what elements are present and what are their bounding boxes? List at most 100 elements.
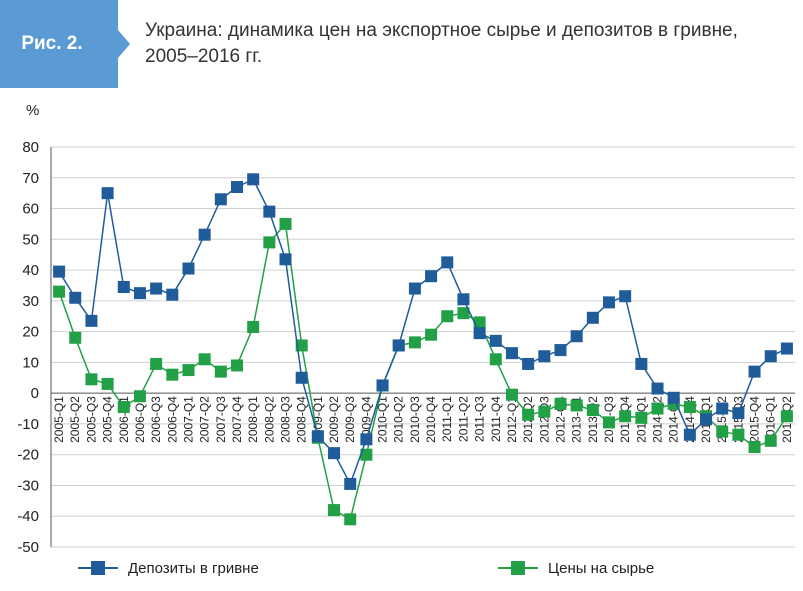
point-commodities [538,405,551,418]
point-deposits [247,173,260,186]
point-commodities [182,364,195,377]
point-commodities [263,236,276,249]
point-commodities [150,357,163,370]
x-tick-label: 2009-Q2 [327,396,341,443]
y-tick-label: 0 [31,385,39,402]
x-tick-label: 2006-Q2 [133,396,147,443]
point-deposits [263,205,276,218]
legend-item-deposits: Депозиты в гривне [78,555,259,581]
point-deposits [473,327,486,340]
point-deposits [538,350,551,363]
point-commodities [522,408,535,421]
legend-label-commodities: Цены на сырье [548,559,655,577]
y-axis-label: % [26,102,40,119]
y-tick-label: -20 [17,447,39,464]
legend-marker-commodities [498,561,538,575]
y-tick-label: 60 [22,201,39,218]
point-deposits [780,342,793,355]
point-commodities [101,377,114,390]
point-commodities [408,336,421,349]
point-deposits [376,379,389,392]
point-deposits [279,253,292,266]
x-tick-label: 2010-Q3 [408,396,422,443]
point-deposits [182,262,195,275]
point-deposits [457,293,470,306]
x-tick-label: 2008-Q1 [246,396,260,443]
point-commodities [748,441,761,453]
x-tick-label: 2012-Q3 [537,396,551,443]
x-tick-label: 2010-Q1 [376,396,390,443]
point-commodities [214,365,227,378]
point-deposits [150,282,163,295]
point-deposits [554,344,567,357]
x-tick-label: 2011-Q1 [440,396,454,442]
x-tick-label: 2007-Q2 [198,396,212,443]
point-commodities [586,404,599,417]
y-tick-label: -30 [17,477,39,494]
point-deposits [764,350,777,363]
x-tick-label: 2005-Q4 [101,396,115,443]
point-commodities [344,513,357,526]
point-commodities [198,353,211,366]
x-tick-label: 2005-Q1 [52,396,66,443]
x-tick-label: 2007-Q1 [181,396,195,443]
x-tick-label: 2009-Q3 [343,396,357,443]
series-line-commodities [58,222,788,521]
point-commodities [425,328,438,341]
x-tick-label: 2006-Q3 [149,396,163,443]
point-commodities [764,434,777,447]
point-deposits [295,371,308,384]
point-commodities [570,399,583,412]
point-commodities [117,401,130,413]
point-deposits [53,265,66,278]
point-deposits [344,477,357,490]
point-deposits [360,433,373,446]
point-commodities [166,368,179,381]
chart-title: Украина: динамика цен на экспортное сырь… [145,20,738,67]
legend-item-commodities: Цены на сырье [498,555,654,581]
point-deposits [425,270,438,283]
legend-label-deposits: Депозиты в гривне [128,559,259,577]
point-deposits [505,347,518,360]
point-commodities [780,410,793,423]
x-tick-label: 2006-Q4 [165,396,179,443]
x-tick-label: 2005-Q2 [68,396,82,443]
point-deposits [198,228,211,241]
x-tick-label: 2010-Q4 [424,396,438,443]
point-commodities [279,217,292,230]
series-line-deposits [58,178,788,486]
point-commodities [505,388,518,401]
point-deposits [683,428,696,441]
y-tick-label: 80 [22,139,39,156]
y-tick-label: 10 [22,354,39,371]
x-tick-label: 2008-Q3 [279,396,293,443]
point-deposits [392,339,405,352]
point-commodities [360,448,373,461]
point-commodities [457,307,470,320]
figure-badge: Рис. 2. [0,0,130,88]
legend-marker-deposits [78,561,118,575]
x-tick-label: 2009-Q4 [359,396,373,443]
point-deposits [101,187,114,200]
point-commodities [53,285,66,298]
point-deposits [570,330,583,343]
point-deposits [716,402,729,415]
point-deposits [328,447,341,460]
point-commodities [651,402,664,415]
figure-number: Рис. 2. [21,33,83,54]
point-deposits [748,365,761,378]
x-tick-label: 2012-Q1 [505,396,519,443]
x-tick-label: 2010-Q2 [392,396,406,443]
point-commodities [554,397,567,410]
y-tick-label: 50 [22,231,39,248]
point-deposits [69,291,82,304]
x-tick-label: 2015-Q4 [748,396,762,443]
point-commodities [295,339,308,352]
point-deposits [311,430,324,443]
point-commodities [133,390,146,403]
point-commodities [85,373,98,386]
y-tick-label: 30 [22,293,39,310]
point-deposits [522,357,535,370]
point-commodities [247,321,260,333]
